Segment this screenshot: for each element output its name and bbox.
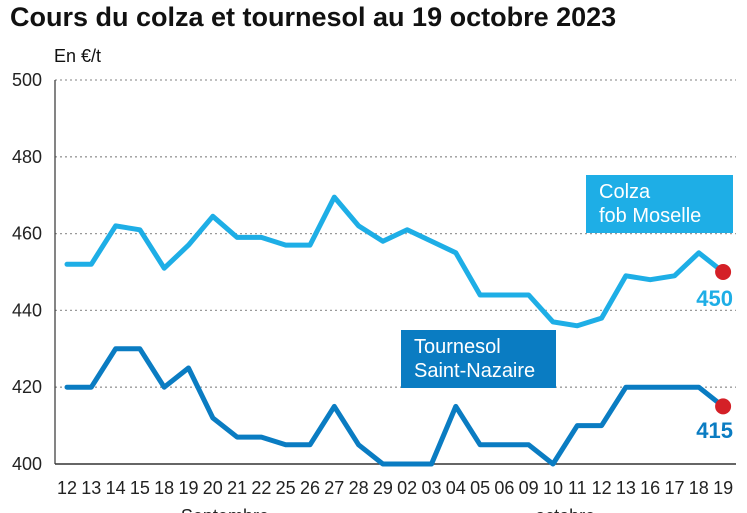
x-tick-13: 29 — [373, 478, 393, 498]
end-value-label-0: 450 — [696, 286, 733, 311]
y-tick-500: 500 — [12, 70, 42, 90]
chart-title: Cours du colza et tournesol au 19 octobr… — [10, 2, 617, 32]
x-tick-17: 05 — [470, 478, 490, 498]
series-line-1 — [64, 346, 726, 467]
x-tick-23: 13 — [616, 478, 636, 498]
month-label-1: octobre — [535, 506, 595, 513]
x-tick-22: 12 — [592, 478, 612, 498]
x-tick-3: 15 — [130, 478, 150, 498]
x-tick-20: 10 — [543, 478, 563, 498]
x-tick-6: 20 — [203, 478, 223, 498]
series-line-0 — [64, 194, 726, 329]
y-tick-480: 480 — [12, 147, 42, 167]
x-tick-19: 09 — [519, 478, 539, 498]
x-tick-21: 11 — [568, 478, 587, 498]
series-label-text-0-0: Colza — [599, 181, 651, 203]
x-tick-7: 21 — [227, 478, 247, 498]
y-tick-400: 400 — [12, 454, 42, 474]
series-label-text-1-0: Tournesol — [414, 336, 501, 358]
x-tick-16: 04 — [446, 478, 466, 498]
month-label-0: Septembre — [181, 506, 269, 513]
x-tick-11: 27 — [324, 478, 344, 498]
x-axis-ticks: 12 13 14 15 18 19 20 21 22 25 26 27 28 29 02 03 04 05 06 09… — [57, 478, 733, 498]
x-tick-24: 16 — [640, 478, 660, 498]
y-tick-420: 420 — [12, 377, 42, 397]
x-tick-14: 02 — [397, 478, 417, 498]
x-tick-25: 17 — [664, 478, 684, 498]
series-lines — [64, 194, 732, 467]
x-tick-12: 28 — [349, 478, 369, 498]
x-tick-2: 14 — [106, 478, 126, 498]
x-tick-4: 18 — [154, 478, 174, 498]
y-tick-460: 460 — [12, 224, 42, 244]
gridlines — [54, 79, 736, 465]
series-label-text-1-1: Saint-Nazaire — [414, 360, 535, 382]
end-value-label-1: 415 — [696, 418, 733, 443]
y-axis-ticks: 400 420 440 460 480 500 — [12, 70, 42, 474]
month-labels: Septembre octobre — [181, 506, 595, 513]
series-label-box-0 — [586, 175, 733, 233]
end-marker-0 — [715, 264, 732, 280]
x-tick-10: 26 — [300, 478, 320, 498]
x-tick-27: 19 — [713, 478, 733, 498]
x-tick-1: 13 — [81, 478, 101, 498]
x-tick-26: 18 — [689, 478, 709, 498]
series-label-box-1 — [401, 330, 556, 388]
end-marker-1 — [715, 398, 732, 415]
series-label-text-0-1: fob Moselle — [599, 205, 701, 227]
x-tick-0: 12 — [57, 478, 77, 498]
y-axis-unit-label: En €/t — [54, 46, 102, 66]
y-tick-440: 440 — [12, 300, 42, 320]
x-tick-15: 03 — [421, 478, 441, 498]
x-tick-18: 06 — [494, 478, 514, 498]
x-tick-9: 25 — [276, 478, 296, 498]
x-tick-5: 19 — [178, 478, 198, 498]
x-tick-8: 22 — [251, 478, 271, 498]
